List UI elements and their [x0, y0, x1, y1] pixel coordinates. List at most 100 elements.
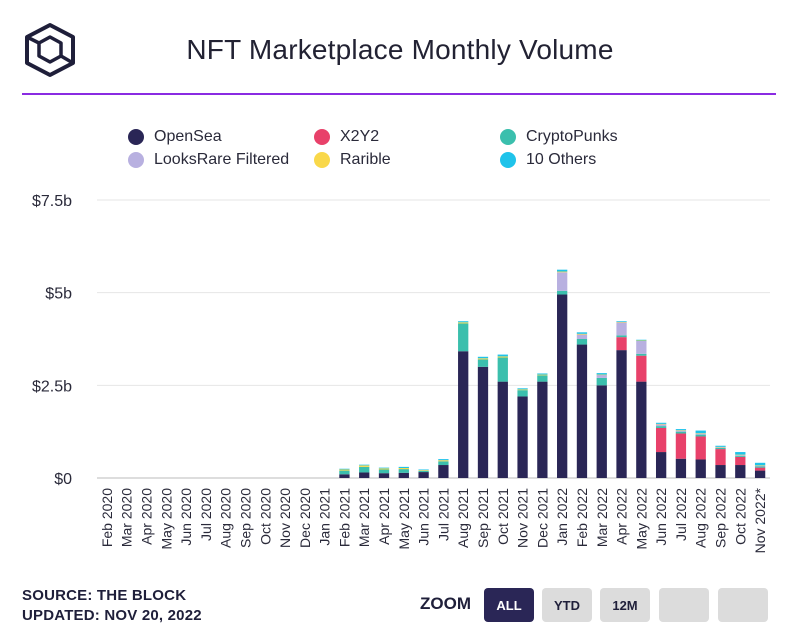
bar-segment[interactable] — [596, 385, 607, 478]
bar-segment[interactable] — [735, 455, 746, 457]
bar-segment[interactable] — [418, 472, 429, 478]
bar-segment[interactable] — [458, 322, 469, 324]
bar-segment[interactable] — [576, 332, 588, 334]
bar-segment[interactable] — [438, 460, 449, 462]
bar-segment[interactable] — [359, 465, 370, 467]
bar-segment[interactable] — [675, 431, 687, 434]
bar-segment[interactable] — [616, 350, 627, 478]
bar-segment[interactable] — [576, 344, 588, 478]
bar-segment[interactable] — [458, 323, 469, 352]
bar-segment[interactable] — [339, 468, 350, 470]
bar-segment[interactable] — [576, 333, 588, 335]
legend-item-cryptopunks[interactable]: CryptoPunks — [500, 128, 618, 146]
bar-segment[interactable] — [616, 321, 627, 322]
bar-segment[interactable] — [735, 454, 746, 456]
zoom-range-button[interactable] — [659, 588, 709, 622]
legend-item-rarible[interactable]: Rarible — [314, 151, 391, 169]
bar-segment[interactable] — [754, 466, 766, 468]
bar-segment[interactable] — [754, 465, 766, 466]
bar-segment[interactable] — [477, 358, 489, 360]
bar-segment[interactable] — [557, 269, 568, 272]
bar-segment[interactable] — [735, 452, 746, 455]
bar-segment[interactable] — [596, 373, 607, 375]
bar-segment[interactable] — [675, 429, 687, 431]
bar-segment[interactable] — [695, 430, 706, 434]
legend-item-x2y2[interactable]: X2Y2 — [314, 128, 379, 146]
bar-segment[interactable] — [655, 422, 667, 424]
bar-segment[interactable] — [418, 470, 429, 473]
bar-segment[interactable] — [616, 322, 627, 336]
bar-segment[interactable] — [576, 339, 588, 345]
bar-segment[interactable] — [715, 446, 726, 448]
bar-segment[interactable] — [497, 381, 508, 478]
bar-segment[interactable] — [636, 340, 647, 341]
zoom-range-button[interactable] — [718, 588, 768, 622]
bar-segment[interactable] — [339, 474, 350, 478]
bar-segment[interactable] — [675, 458, 687, 478]
bar-segment[interactable] — [715, 447, 726, 450]
bar-segment[interactable] — [655, 423, 667, 425]
bar-segment[interactable] — [378, 469, 390, 474]
bar-segment[interactable] — [636, 381, 647, 478]
bar-segment[interactable] — [557, 272, 568, 291]
bar-segment[interactable] — [735, 465, 746, 478]
bar-segment[interactable] — [675, 430, 687, 432]
bar-segment[interactable] — [596, 374, 607, 376]
bar-segment[interactable] — [497, 356, 508, 358]
bar-segment[interactable] — [517, 389, 528, 391]
bar-segment[interactable] — [339, 469, 350, 471]
bar-segment[interactable] — [636, 340, 647, 354]
bar-segment[interactable] — [497, 354, 508, 357]
bar-segment[interactable] — [378, 467, 390, 469]
bar-segment[interactable] — [359, 466, 370, 473]
bar-segment[interactable] — [655, 424, 667, 427]
bar-segment[interactable] — [616, 337, 627, 351]
bar-segment[interactable] — [458, 351, 469, 478]
bar-segment[interactable] — [596, 377, 607, 386]
bar-segment[interactable] — [715, 447, 726, 448]
bar-segment[interactable] — [378, 468, 390, 470]
bar-segment[interactable] — [339, 470, 350, 475]
bar-segment[interactable] — [616, 335, 627, 338]
bar-segment[interactable] — [596, 374, 607, 378]
bar-segment[interactable] — [398, 466, 409, 468]
bar-segment[interactable] — [537, 375, 548, 382]
bar-segment[interactable] — [675, 430, 687, 431]
bar-segment[interactable] — [754, 467, 766, 471]
bar-segment[interactable] — [754, 470, 766, 478]
bar-segment[interactable] — [675, 433, 687, 459]
bar-segment[interactable] — [438, 461, 449, 466]
bar-segment[interactable] — [398, 467, 409, 470]
bar-segment[interactable] — [537, 381, 548, 478]
bar-segment[interactable] — [418, 470, 429, 471]
bar-segment[interactable] — [359, 464, 370, 466]
bar-segment[interactable] — [398, 469, 409, 473]
bar-segment[interactable] — [636, 339, 647, 341]
bar-segment[interactable] — [398, 472, 409, 478]
bar-segment[interactable] — [636, 355, 647, 382]
bar-segment[interactable] — [754, 462, 766, 466]
legend-item-opensea[interactable]: OpenSea — [128, 128, 222, 146]
legend-item-10-others[interactable]: 10 Others — [500, 151, 596, 169]
bar-segment[interactable] — [537, 373, 548, 375]
bar-segment[interactable] — [655, 427, 667, 453]
bar-segment[interactable] — [537, 374, 548, 376]
bar-segment[interactable] — [695, 459, 706, 478]
bar-segment[interactable] — [418, 469, 429, 471]
bar-segment[interactable] — [517, 388, 528, 390]
bar-segment[interactable] — [636, 353, 647, 356]
bar-segment[interactable] — [576, 334, 588, 339]
bar-segment[interactable] — [735, 456, 746, 466]
bar-segment[interactable] — [378, 473, 390, 478]
bar-segment[interactable] — [616, 321, 627, 323]
bar-segment[interactable] — [715, 445, 726, 447]
bar-segment[interactable] — [458, 321, 469, 323]
bar-segment[interactable] — [695, 434, 706, 437]
bar-segment[interactable] — [557, 290, 568, 295]
bar-segment[interactable] — [359, 472, 370, 478]
bar-segment[interactable] — [477, 366, 489, 478]
bar-segment[interactable] — [715, 465, 726, 478]
bar-segment[interactable] — [557, 271, 568, 273]
bar-segment[interactable] — [655, 426, 667, 428]
bar-segment[interactable] — [754, 465, 766, 467]
